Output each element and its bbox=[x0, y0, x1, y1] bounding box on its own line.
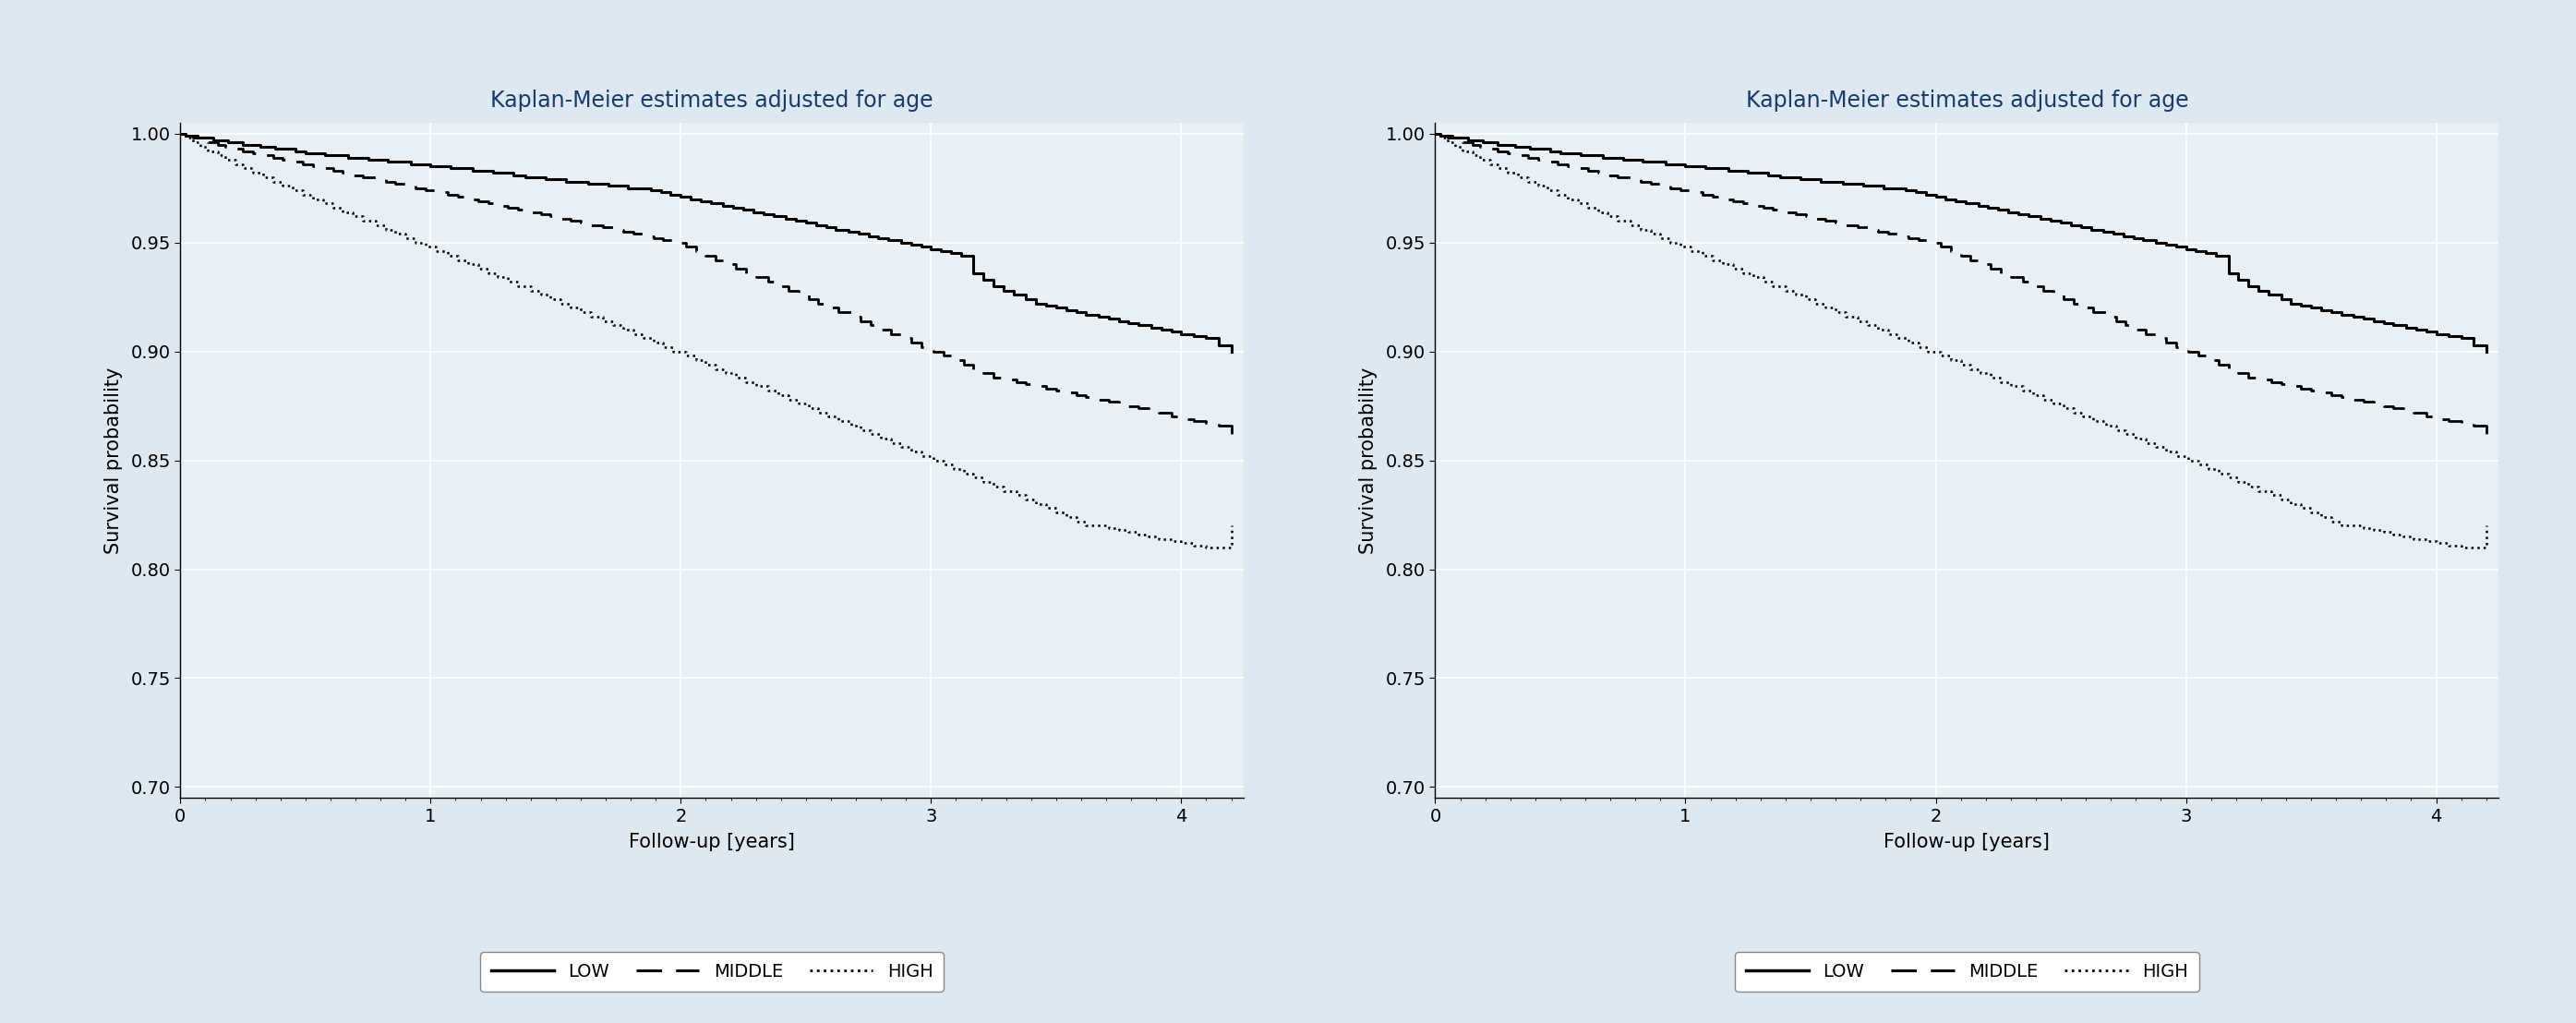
LOW bbox=[270, 143, 301, 155]
LOW bbox=[2161, 240, 2192, 253]
LOW bbox=[914, 242, 945, 255]
LOW bbox=[1425, 130, 1455, 142]
LOW bbox=[1216, 346, 1247, 358]
MIDDLE bbox=[2421, 413, 2452, 426]
HIGH bbox=[2367, 526, 2398, 538]
Title: Kaplan-Meier estimates adjusted for age: Kaplan-Meier estimates adjusted for age bbox=[489, 90, 933, 112]
LOW bbox=[907, 240, 938, 253]
Y-axis label: Survival probability: Survival probability bbox=[106, 367, 124, 553]
HIGH bbox=[1664, 240, 1695, 253]
HIGH bbox=[1167, 537, 1198, 549]
Title: Kaplan-Meier estimates adjusted for age: Kaplan-Meier estimates adjusted for age bbox=[1747, 90, 2190, 112]
Line: MIDDLE: MIDDLE bbox=[180, 134, 1231, 439]
X-axis label: Follow-up [years]: Follow-up [years] bbox=[629, 833, 796, 851]
MIDDLE bbox=[1664, 184, 1695, 196]
Line: HIGH: HIGH bbox=[1435, 134, 2486, 547]
LOW bbox=[165, 128, 196, 140]
HIGH bbox=[1924, 350, 1955, 362]
HIGH bbox=[185, 140, 216, 152]
LOW bbox=[2470, 346, 2501, 358]
MIDDLE bbox=[1440, 134, 1471, 146]
MIDDLE bbox=[1113, 400, 1144, 412]
LOW bbox=[1419, 128, 1450, 140]
Line: LOW: LOW bbox=[1435, 134, 2486, 352]
HIGH bbox=[410, 240, 440, 253]
Legend: LOW, MIDDLE, HIGH: LOW, MIDDLE, HIGH bbox=[479, 952, 943, 991]
Line: LOW: LOW bbox=[180, 134, 1231, 352]
HIGH bbox=[1190, 541, 1221, 553]
MIDDLE bbox=[1419, 128, 1450, 140]
MIDDLE bbox=[670, 240, 701, 253]
LOW bbox=[1190, 332, 1221, 345]
MIDDLE bbox=[2367, 400, 2398, 412]
MIDDLE bbox=[165, 128, 196, 140]
HIGH bbox=[453, 258, 484, 270]
MIDDLE bbox=[1167, 413, 1198, 426]
HIGH bbox=[2421, 537, 2452, 549]
MIDDLE bbox=[185, 134, 216, 146]
Line: HIGH: HIGH bbox=[180, 134, 1231, 547]
LOW bbox=[170, 130, 201, 142]
HIGH bbox=[2445, 541, 2476, 553]
HIGH bbox=[1113, 526, 1144, 538]
Y-axis label: Survival probability: Survival probability bbox=[1360, 367, 1378, 553]
MIDDLE bbox=[2470, 433, 2501, 445]
LOW bbox=[2172, 242, 2202, 255]
LOW bbox=[592, 180, 623, 192]
MIDDLE bbox=[1216, 433, 1247, 445]
X-axis label: Follow-up [years]: Follow-up [years] bbox=[1883, 833, 2050, 851]
HIGH bbox=[1708, 258, 1739, 270]
Line: MIDDLE: MIDDLE bbox=[1435, 134, 2486, 439]
MIDDLE bbox=[410, 184, 440, 196]
HIGH bbox=[1419, 128, 1450, 140]
MIDDLE bbox=[1708, 193, 1739, 206]
HIGH bbox=[165, 128, 196, 140]
HIGH bbox=[2470, 520, 2501, 532]
HIGH bbox=[1440, 140, 1471, 152]
LOW bbox=[1525, 143, 1556, 155]
Legend: LOW, MIDDLE, HIGH: LOW, MIDDLE, HIGH bbox=[1736, 952, 2200, 991]
MIDDLE bbox=[1924, 240, 1955, 253]
LOW bbox=[2445, 332, 2476, 345]
HIGH bbox=[1216, 520, 1247, 532]
HIGH bbox=[670, 350, 701, 362]
LOW bbox=[1847, 180, 1878, 192]
MIDDLE bbox=[453, 193, 484, 206]
